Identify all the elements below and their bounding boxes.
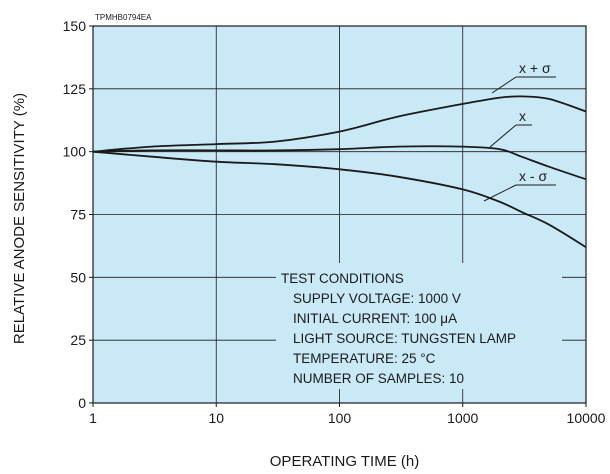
annotation-line: NUMBER OF SAMPLES: 10 xyxy=(293,371,464,386)
x-tick-label: 10000 xyxy=(567,410,606,426)
x-tick-label: 1000 xyxy=(447,410,478,426)
y-tick-label: 50 xyxy=(70,269,86,285)
series-labels: x + σ x x - σ xyxy=(483,60,556,202)
y-tick-label: 75 xyxy=(70,207,86,223)
series-label-leader xyxy=(491,76,517,94)
figure-code: TPMHB0794EA xyxy=(95,13,152,22)
series-line-0 xyxy=(92,95,587,153)
y-axis-title: RELATIVE ANODE SENSITIVITY (%) xyxy=(11,93,28,344)
y-tick-label: 25 xyxy=(70,332,86,348)
y-tick-label: 150 xyxy=(63,18,87,34)
series-label-1: x xyxy=(519,108,526,124)
series-label-leader xyxy=(489,124,517,148)
x-tick-label: 100 xyxy=(328,410,352,426)
x-axis-title: OPERATING TIME (h) xyxy=(270,453,419,470)
x-tick-label: 10 xyxy=(208,410,224,426)
annotation-line: LIGHT SOURCE: TUNGSTEN LAMP xyxy=(293,331,516,346)
grid-lines xyxy=(93,26,586,403)
series-line-2 xyxy=(92,150,587,248)
y-tick-label: 0 xyxy=(78,395,86,411)
test-conditions-box: TEST CONDITIONS SUPPLY VOLTAGE: 1000 V INI… xyxy=(276,263,562,389)
series-curves xyxy=(92,95,587,248)
series-line-1 xyxy=(92,145,587,181)
axis-ticks: 1 10 100 1000 10000 0 25 50 75 100 125 150 xyxy=(63,18,606,426)
series-label-0: x + σ xyxy=(519,60,551,76)
annotation-box-background xyxy=(276,263,562,389)
series-label-leader xyxy=(483,184,517,202)
y-tick-label: 125 xyxy=(63,81,87,97)
annotation-line: TEST CONDITIONS xyxy=(281,271,404,286)
annotation-line: TEMPERATURE: 25 °C xyxy=(293,351,436,366)
series-label-2: x - σ xyxy=(519,168,547,184)
annotation-line: INITIAL CURRENT: 100 μA xyxy=(293,311,457,326)
y-tick-label: 100 xyxy=(63,144,87,160)
x-tick-label: 1 xyxy=(89,410,97,426)
annotation-line: SUPPLY VOLTAGE: 1000 V xyxy=(293,291,461,306)
